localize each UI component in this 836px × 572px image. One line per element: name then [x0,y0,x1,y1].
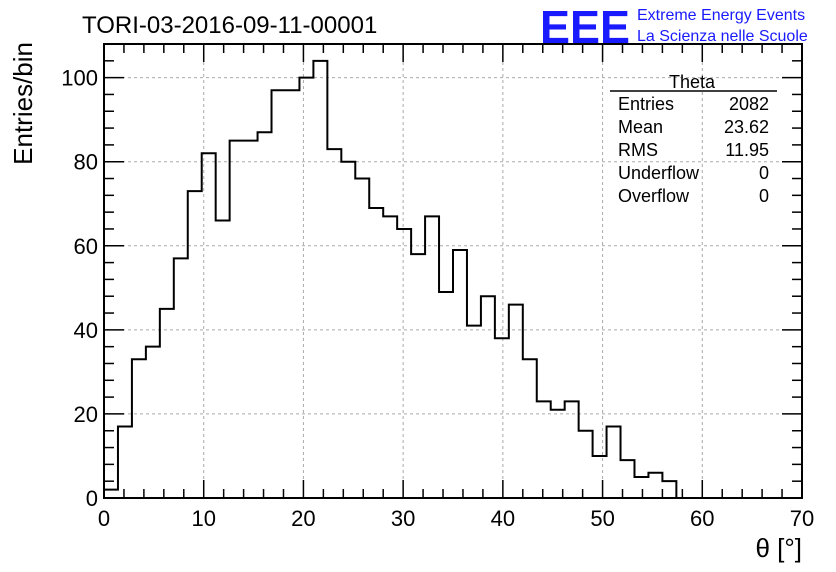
logo-line-2: La Scienza nelle Scuole [637,28,808,45]
stats-row-value: 0 [759,186,769,206]
eee-logo: EEE Extreme Energy Events La Scienza nel… [540,1,808,53]
x-axis-label: θ [°] [755,533,802,563]
y-tick-label: 100 [61,66,98,91]
x-tick-label: 70 [790,506,814,531]
plot-frame [103,43,803,499]
x-tick-label: 30 [391,506,415,531]
stats-row-value: 0 [759,163,769,183]
logo-line-1: Extreme Energy Events [637,7,805,24]
stats-row-label: RMS [618,140,658,160]
y-tick-label: 0 [86,486,98,511]
stats-row-label: Underflow [618,163,700,183]
stats-row-label: Entries [618,94,674,114]
x-tick-label: 0 [98,506,110,531]
y-tick-label: 40 [74,318,98,343]
grid-lines [104,44,802,498]
x-tick-label: 60 [690,506,714,531]
stats-row-label: Overflow [618,186,690,206]
x-tick-label: 20 [291,506,315,531]
y-tick-label: 20 [74,402,98,427]
y-axis-label: Entries/bin [8,42,38,165]
stats-row-value: 2082 [729,94,769,114]
axis-ticks [103,43,803,499]
x-tick-label: 10 [191,506,215,531]
logo-mark: EEE [540,1,630,53]
y-tick-label: 60 [74,234,98,259]
histogram-series [103,59,802,499]
stats-box: Theta Entries 2082 Mean 23.62 RMS 11.95 Underf… [610,72,777,206]
stats-row-label: Mean [618,117,663,137]
x-tick-label: 40 [491,506,515,531]
stats-row-value: 11.95 [725,140,769,160]
y-tick-label: 80 [74,150,98,175]
chart-title: TORI-03-2016-09-11-00001 [82,12,377,39]
x-tick-label: 50 [590,506,614,531]
tick-labels: 0 10 20 30 40 50 60 70 0 20 40 60 80 100 [61,66,814,531]
stats-box-title: Theta [669,72,716,92]
stats-row-value: 23.62 [724,117,769,137]
